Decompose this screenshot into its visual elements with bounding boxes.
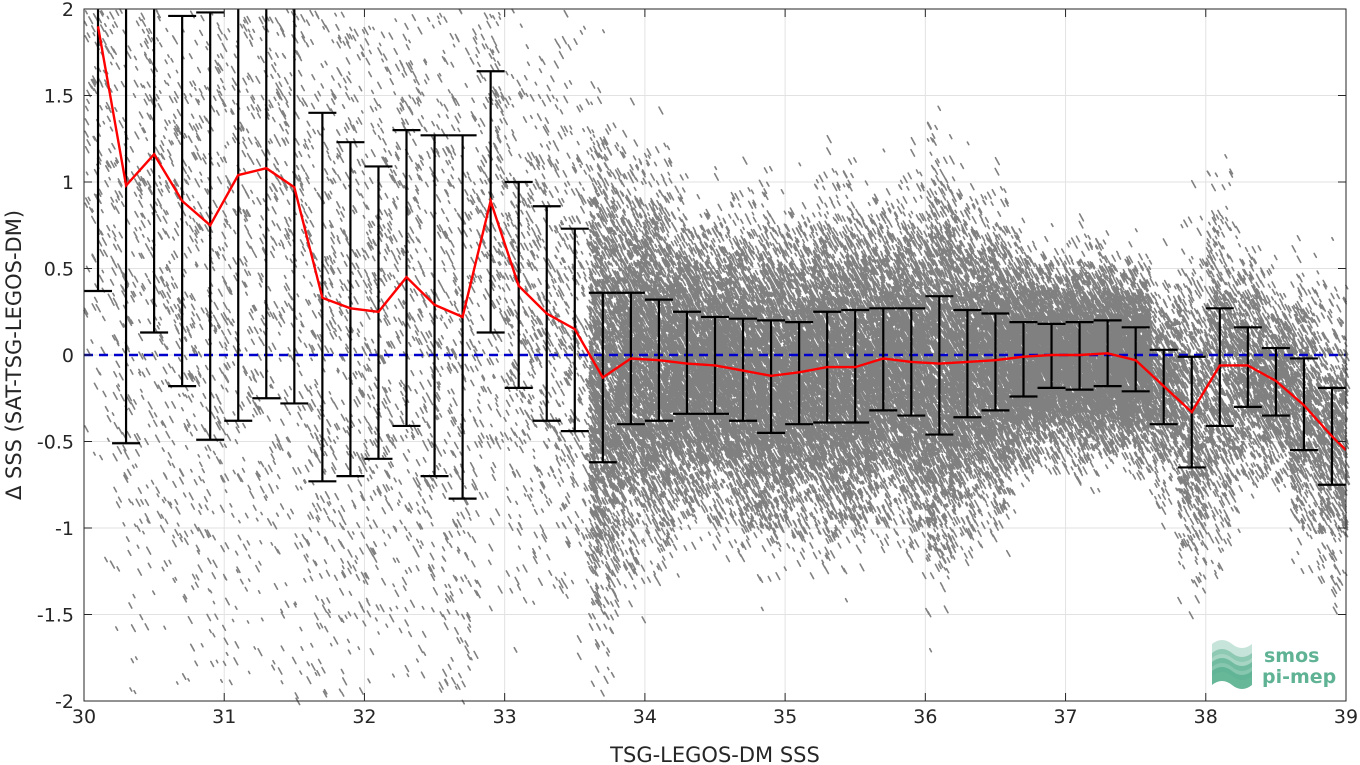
x-tick-label: 36 <box>913 706 937 728</box>
scatter-points <box>83 8 1351 706</box>
y-axis-label: Δ SSS (SAT-TSG-LEGOS-DM) <box>2 210 26 500</box>
x-tick-label: 34 <box>633 706 657 728</box>
x-tick-label: 30 <box>72 706 96 728</box>
mean-line <box>96 26 1347 451</box>
error-bar <box>981 312 1010 412</box>
x-tick-label: 37 <box>1053 706 1077 728</box>
logo-line2: pi-mep <box>1262 666 1336 688</box>
x-tick-label: 33 <box>493 706 517 728</box>
scatter-cloud <box>83 8 1351 706</box>
logo-wave-layer <box>1212 640 1252 662</box>
error-bar <box>252 9 281 400</box>
y-tick-label: 1.5 <box>44 86 74 108</box>
y-tick-label: 0.5 <box>44 259 74 281</box>
y-tick-label: -1.5 <box>37 605 74 627</box>
y-tick-label: 0 <box>62 345 74 367</box>
logo-wave-layer <box>1212 649 1252 671</box>
error-bar <box>1009 321 1038 398</box>
error-bar <box>1233 326 1262 408</box>
x-tick-label: 39 <box>1334 706 1358 728</box>
error-bar <box>112 9 141 445</box>
error-bar <box>925 295 954 436</box>
error-bar <box>953 308 982 419</box>
x-axis-ticks: 30 31 32 33 34 35 36 37 38 39 <box>72 9 1358 728</box>
x-tick-label: 32 <box>352 706 376 728</box>
y-tick-label: 1 <box>62 172 74 194</box>
x-tick-label: 38 <box>1194 706 1218 728</box>
y-tick-label: -0.5 <box>37 432 74 454</box>
logo-line1: smos <box>1264 645 1319 667</box>
x-tick-label: 35 <box>773 706 797 728</box>
error-bar <box>84 9 113 293</box>
x-tick-label: 31 <box>212 706 236 728</box>
error-bar <box>280 9 309 405</box>
logo-wave-layer <box>1212 667 1252 689</box>
logo-emblem-icon <box>1212 640 1252 689</box>
y-tick-label: 2 <box>62 0 74 21</box>
error-bar <box>224 9 253 422</box>
y-axis-ticks: 2 1.5 1 0.5 0 -0.5 -1 -1.5 -2 <box>37 0 1346 713</box>
logo-wave-layer <box>1212 658 1252 680</box>
error-bar <box>140 9 169 334</box>
smos-pi-mep-logo: smos pi-mep <box>1212 640 1336 689</box>
y-tick-label: -2 <box>55 691 74 713</box>
x-axis-label: TSG-LEGOS-DM SSS <box>609 743 820 765</box>
y-tick-label: -1 <box>55 518 74 540</box>
